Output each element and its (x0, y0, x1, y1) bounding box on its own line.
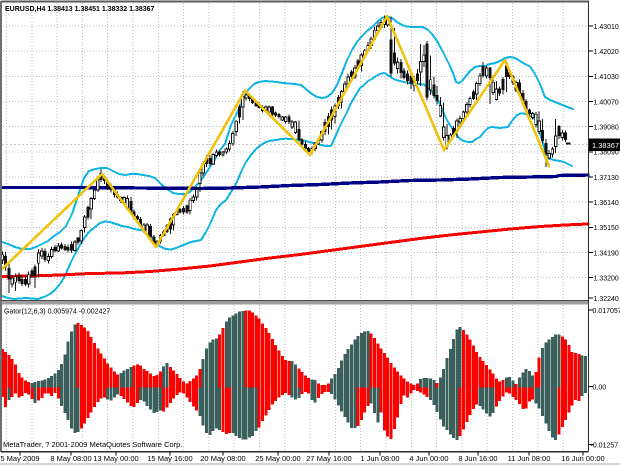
svg-text:1.40070: 1.40070 (594, 99, 619, 106)
svg-text:1.39080: 1.39080 (594, 125, 619, 132)
svg-text:MetaTrader, ? 2001-2009 MetaQu: MetaTrader, ? 2001-2009 MetaQuotes Softw… (3, 440, 182, 449)
svg-text:Gator(12,6,3) 0.005974 -0.0024: Gator(12,6,3) 0.005974 -0.002427 (4, 309, 110, 316)
svg-text:1.42020: 1.42020 (594, 49, 619, 56)
svg-text:27 May 16:00: 27 May 16:00 (306, 454, 351, 463)
svg-text:1.36140: 1.36140 (594, 200, 619, 207)
svg-text:1.33200: 1.33200 (594, 275, 619, 282)
svg-text:20 May 08:00: 20 May 08:00 (200, 454, 245, 463)
svg-text:-0.01257: -0.01257 (591, 442, 619, 449)
svg-text:5 May 2009: 5 May 2009 (0, 454, 39, 463)
svg-text:13 May 00:00: 13 May 00:00 (93, 454, 138, 463)
svg-text:1 Jun 08:00: 1 Jun 08:00 (360, 454, 399, 463)
svg-text:4 Jun 00:00: 4 Jun 00:00 (409, 454, 448, 463)
svg-text:1.38090: 1.38090 (594, 150, 619, 157)
svg-text:8 May 08:00: 8 May 08:00 (50, 454, 91, 463)
svg-text:11 Jun 08:00: 11 Jun 08:00 (508, 454, 551, 463)
svg-text:EURUSD,H4 1.38413 1.38451 1.3: EURUSD,H4 1.38413 1.38451 1.38332 1.3836… (5, 6, 155, 13)
svg-text:1.41030: 1.41030 (594, 74, 619, 81)
svg-text:1.37130: 1.37130 (594, 175, 619, 182)
svg-text:0.00: 0.00 (593, 384, 607, 391)
svg-text:0.017057: 0.017057 (593, 308, 620, 315)
svg-text:1.43010: 1.43010 (594, 24, 619, 31)
svg-text:8 Jun 16:00: 8 Jun 16:00 (458, 454, 497, 463)
svg-text:25 May 00:00: 25 May 00:00 (255, 454, 300, 463)
svg-text:1.35150: 1.35150 (594, 225, 619, 232)
svg-text:16 Jun 00:00: 16 Jun 00:00 (561, 454, 604, 463)
svg-text:1.34190: 1.34190 (594, 250, 619, 257)
svg-text:1.38367: 1.38367 (592, 141, 619, 150)
svg-text:15 May 16:00: 15 May 16:00 (147, 454, 192, 463)
svg-text:1.32240: 1.32240 (594, 296, 619, 303)
